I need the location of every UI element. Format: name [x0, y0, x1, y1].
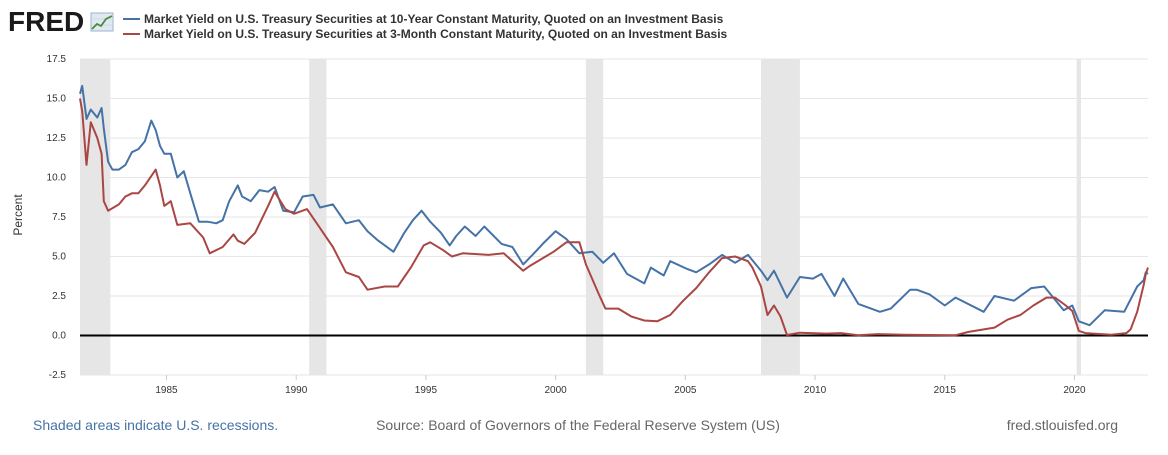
fred-logo-graph-icon [90, 12, 114, 32]
legend: Market Yield on U.S. Treasury Securities… [123, 12, 728, 41]
y-tick-label: 0.0 [52, 331, 66, 342]
grid-lines [80, 58, 1148, 376]
y-tick-label: 5.0 [52, 252, 66, 263]
source-note: Source: Board of Governors of the Federa… [376, 417, 780, 433]
y-tick-label: 17.5 [47, 54, 67, 65]
x-tick-label: 2020 [1063, 385, 1086, 396]
x-tick-label: 2005 [674, 385, 697, 396]
recession-note-link[interactable]: Shaded areas indicate U.S. recessions. [33, 417, 278, 433]
x-tick-label: 1995 [415, 385, 438, 396]
y-tick-label: 10.0 [47, 173, 67, 184]
fred-logo[interactable]: FRED [8, 6, 114, 37]
y-tick-label: -2.5 [49, 370, 67, 381]
fred-logo-text: FRED [8, 6, 84, 37]
series-line-10y [79, 84, 1149, 327]
y-tick-label: 12.5 [47, 133, 67, 144]
series-line-3m [79, 98, 1149, 337]
y-tick-label: 7.5 [52, 212, 66, 223]
x-tick-label: 1990 [285, 385, 308, 396]
legend-label-3m: Market Yield on U.S. Treasury Securities… [144, 27, 728, 41]
x-axis-ticks: 1985 1990 1995 2000 2005 2010 2015 2020 [155, 375, 1086, 396]
plot-area [79, 58, 1149, 376]
x-tick-label: 2010 [804, 385, 827, 396]
y-tick-label: 2.5 [52, 291, 66, 302]
y-axis-label: Percent [11, 194, 25, 236]
legend-label-10y: Market Yield on U.S. Treasury Securities… [144, 12, 724, 26]
x-tick-label: 2015 [934, 385, 957, 396]
y-tick-label: 15.0 [47, 94, 67, 105]
site-link[interactable]: fred.stlouisfed.org [1007, 417, 1118, 433]
y-axis-ticks: 17.5 15.0 12.5 10.0 7.5 5.0 2.5 0.0 -2.5 [47, 54, 67, 381]
x-tick-label: 2000 [545, 385, 568, 396]
x-tick-label: 1985 [155, 385, 178, 396]
series-lines [79, 84, 1149, 337]
